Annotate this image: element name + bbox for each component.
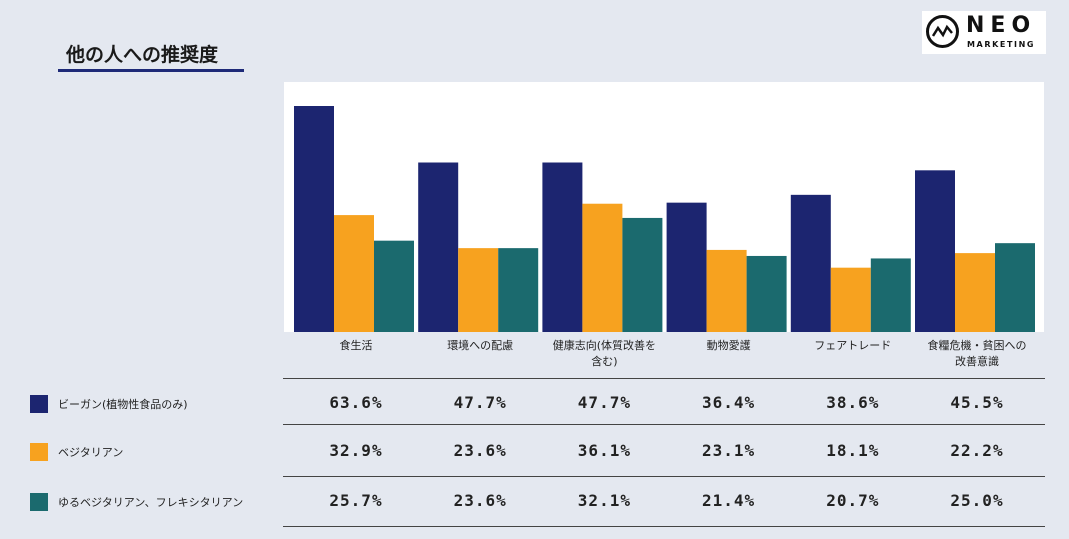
table-divider — [283, 424, 1045, 425]
table-cell: 23.6% — [453, 441, 507, 460]
title-underline — [58, 69, 244, 72]
bar-1-3 — [542, 162, 583, 332]
bar-1-6 — [915, 170, 955, 332]
table-cell: 20.7% — [826, 491, 880, 510]
category-label-line: フェアトレード — [814, 339, 892, 352]
category-label-line: 環境への配慮 — [447, 339, 514, 352]
category-label: 食糧危機・貧困への 改善意識 — [915, 338, 1039, 370]
legend-swatch — [30, 493, 48, 511]
table-cell: 25.7% — [329, 491, 383, 510]
category-label-line: 動物愛護 — [706, 339, 751, 352]
bar-3-5 — [870, 258, 911, 332]
table-cell: 23.6% — [453, 491, 507, 510]
bar-3-2 — [498, 248, 539, 332]
table-cell: 38.6% — [826, 393, 880, 412]
category-label: 環境への配慮 — [418, 338, 542, 354]
bar-2-6 — [955, 253, 995, 332]
bar-2-1 — [334, 215, 374, 332]
category-label: フェアトレード — [791, 338, 915, 354]
category-label: 動物愛護 — [667, 338, 791, 354]
category-label-line: 改善意識 — [955, 355, 999, 368]
legend-swatch — [30, 395, 48, 413]
legend-label: ベジタリアン — [58, 446, 124, 459]
bar-2-2 — [458, 248, 499, 332]
category-label-line: 食糧危機・貧困への — [927, 339, 1027, 352]
bar-2-3 — [582, 203, 623, 332]
bar-3-1 — [374, 240, 414, 332]
legend-label: ゆるベジタリアン、フレキシタリアン — [58, 496, 244, 509]
table-divider — [283, 526, 1045, 527]
category-label-line: 食生活 — [339, 339, 373, 352]
legend-swatch — [30, 443, 48, 461]
legend-label: ビーガン(植物性食品のみ) — [58, 398, 188, 411]
bar-3-6 — [995, 243, 1035, 332]
table-cell: 45.5% — [950, 393, 1004, 412]
chart-plot-area — [284, 82, 1044, 332]
table-cell: 36.4% — [702, 393, 756, 412]
bar-1-5 — [790, 194, 831, 332]
logo-subtitle: MARKETING — [967, 40, 1036, 49]
bar-3-4 — [746, 255, 787, 332]
table-cell: 32.9% — [329, 441, 383, 460]
bar-2-4 — [706, 249, 747, 332]
bar-2-5 — [830, 267, 871, 332]
neo-marketing-logo: NEO MARKETING — [922, 11, 1046, 54]
table-cell: 47.7% — [577, 393, 631, 412]
category-label: 食生活 — [294, 338, 418, 354]
table-divider — [283, 476, 1045, 477]
bar-chart — [294, 106, 1035, 332]
bar-1-2 — [418, 162, 459, 332]
table-cell: 21.4% — [702, 491, 756, 510]
table-cell: 32.1% — [577, 491, 631, 510]
bar-1-4 — [666, 202, 707, 332]
category-label-line: 健康志向(体質改善を — [552, 339, 657, 352]
bar-1-1 — [294, 106, 334, 332]
table-divider — [283, 378, 1045, 379]
bar-3-3 — [622, 217, 663, 332]
logo-pulse-icon — [926, 15, 959, 48]
table-cell: 36.1% — [577, 441, 631, 460]
table-cell: 18.1% — [826, 441, 880, 460]
table-cell: 47.7% — [453, 393, 507, 412]
page-title: 他の人への推奨度 — [66, 44, 219, 66]
category-label: 健康志向(体質改善を 含む) — [542, 338, 666, 370]
category-label-line: 含む) — [591, 355, 618, 368]
table-cell: 23.1% — [702, 441, 756, 460]
logo-name: NEO — [966, 13, 1037, 38]
table-cell: 25.0% — [950, 491, 1004, 510]
table-cell: 22.2% — [950, 441, 1004, 460]
table-cell: 63.6% — [329, 393, 383, 412]
